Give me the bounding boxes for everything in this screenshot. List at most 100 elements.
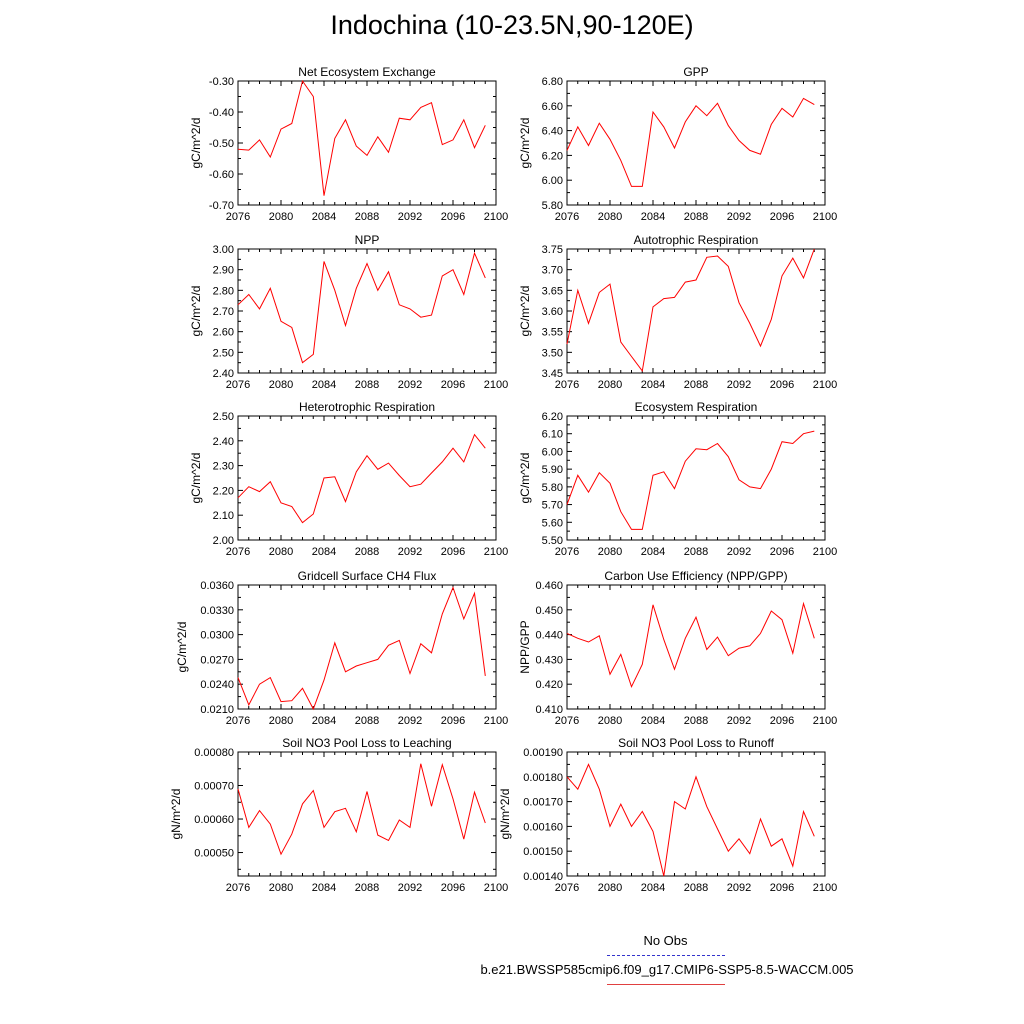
plot-frame (566, 415, 826, 541)
panel-title: Soil NO3 Pool Loss to Leaching (282, 736, 451, 750)
y-axis-label: gC/m^2/d (175, 622, 189, 673)
chart-panel-10: Soil NO3 Pool Loss to Runoff 2076 2080 2084… (498, 736, 837, 894)
series-line (237, 79, 486, 196)
y-tick-label: 6.40 (542, 126, 563, 138)
x-tick-label: 2088 (355, 546, 379, 558)
x-tick-label: 2092 (398, 882, 422, 894)
x-tick-label: 2100 (813, 715, 837, 727)
x-tick-label: 2076 (555, 882, 579, 894)
y-tick-label: 6.10 (542, 429, 563, 441)
y-tick-label: 0.00170 (523, 797, 563, 809)
y-axis-label: gC/m^2/d (518, 118, 532, 169)
x-tick-label: 2076 (226, 882, 250, 894)
x-tick-label: 2084 (641, 546, 665, 558)
y-tick-label: 0.00150 (523, 846, 563, 858)
x-tick-label: 2088 (684, 715, 708, 727)
x-tick-label: 2096 (441, 211, 465, 223)
x-tick-label: 2088 (684, 882, 708, 894)
y-tick-label: 5.90 (542, 464, 563, 476)
y-tick-label: -0.60 (209, 169, 234, 181)
x-tick-label: 2076 (555, 379, 579, 391)
y-tick-label: 0.00160 (523, 821, 563, 833)
x-tick-label: 2080 (269, 211, 293, 223)
y-tick-label: 3.55 (542, 327, 563, 339)
y-tick-label: 2.90 (213, 265, 234, 277)
x-tick-label: 2096 (770, 211, 794, 223)
x-tick-label: 2084 (312, 546, 336, 558)
y-tick-label: 0.0300 (200, 630, 234, 642)
x-tick-label: 2096 (770, 379, 794, 391)
y-tick-label: 5.60 (542, 517, 563, 529)
y-tick-label: 2.20 (213, 485, 234, 497)
y-tick-label: 6.20 (542, 411, 563, 423)
y-tick-label: 3.00 (213, 244, 234, 256)
y-tick-label: 2.50 (213, 347, 234, 359)
x-tick-label: 2088 (684, 379, 708, 391)
y-tick-label: 0.00080 (194, 747, 234, 759)
y-tick-label: 3.50 (542, 347, 563, 359)
x-tick-label: 2080 (598, 546, 622, 558)
legend-obs-label: No Obs (643, 933, 688, 948)
page-title: Indochina (10-23.5N,90-120E) (330, 10, 694, 40)
x-tick-label: 2080 (269, 882, 293, 894)
x-tick-label: 2092 (398, 379, 422, 391)
x-tick-label: 2084 (312, 882, 336, 894)
panel-title: Soil NO3 Pool Loss to Runoff (618, 736, 775, 750)
plot-frame (237, 248, 497, 374)
x-tick-label: 2076 (226, 211, 250, 223)
y-tick-label: 0.00190 (523, 747, 563, 759)
x-tick-label: 2080 (269, 546, 293, 558)
x-tick-label: 2084 (641, 882, 665, 894)
y-tick-label: 6.20 (542, 150, 563, 162)
panel-title: NPP (355, 233, 380, 247)
plot-frame (566, 584, 826, 710)
x-tick-label: 2084 (641, 379, 665, 391)
y-axis-label: gC/m^2/d (189, 453, 203, 504)
x-tick-label: 2076 (555, 546, 579, 558)
x-tick-label: 2092 (398, 211, 422, 223)
x-tick-label: 2080 (269, 715, 293, 727)
y-tick-label: 6.60 (542, 101, 563, 113)
y-tick-label: 0.00140 (523, 871, 563, 883)
x-tick-label: 2100 (813, 882, 837, 894)
y-tick-label: 5.80 (542, 482, 563, 494)
y-axis-label: gC/m^2/d (189, 118, 203, 169)
panel-title: Carbon Use Efficiency (NPP/GPP) (604, 569, 787, 583)
x-tick-label: 2100 (484, 715, 508, 727)
x-tick-label: 2096 (441, 882, 465, 894)
x-tick-label: 2100 (484, 546, 508, 558)
y-tick-label: 3.60 (542, 306, 563, 318)
x-tick-label: 2096 (770, 715, 794, 727)
plot-frame (237, 584, 497, 710)
y-tick-label: 0.0330 (200, 605, 234, 617)
x-tick-label: 2080 (598, 379, 622, 391)
y-axis-label: gC/m^2/d (189, 286, 203, 337)
y-tick-label: 0.450 (535, 605, 563, 617)
series-line (566, 248, 815, 373)
series-line (237, 433, 486, 524)
y-tick-label: 3.45 (542, 368, 563, 380)
y-axis-label: NPP/GPP (518, 620, 532, 673)
chart-panel-4: Autotrophic Respiration 2076 2080 2084 2088 2… (518, 233, 837, 391)
x-tick-label: 2100 (813, 546, 837, 558)
x-tick-label: 2076 (226, 715, 250, 727)
x-tick-label: 2084 (312, 379, 336, 391)
x-tick-label: 2080 (598, 882, 622, 894)
y-tick-label: 0.00050 (194, 848, 234, 860)
y-tick-label: 2.40 (213, 368, 234, 380)
chart-panel-1: Net Ecosystem Exchange 2076 2080 2084 2088 20… (189, 65, 508, 223)
y-tick-label: 0.00070 (194, 781, 234, 793)
chart-panel-7: Gridcell Surface CH4 Flux 2076 2080 2084 208… (175, 569, 508, 727)
y-tick-label: 0.0360 (200, 580, 234, 592)
y-axis-label: gN/m^2/d (498, 789, 512, 840)
y-tick-label: 5.70 (542, 500, 563, 512)
y-tick-label: 0.0270 (200, 654, 234, 666)
chart-panel-3: NPP 2076 2080 2084 2088 2092 2096 2100 2.40 2.50 2… (189, 233, 508, 391)
y-axis-label: gC/m^2/d (518, 453, 532, 504)
series-line (237, 586, 486, 711)
x-tick-label: 2092 (727, 211, 751, 223)
panel-title: Ecosystem Respiration (635, 400, 758, 414)
chart-panel-5: Heterotrophic Respiration 2076 2080 2084 208… (189, 400, 508, 558)
y-tick-label: 0.410 (535, 704, 563, 716)
